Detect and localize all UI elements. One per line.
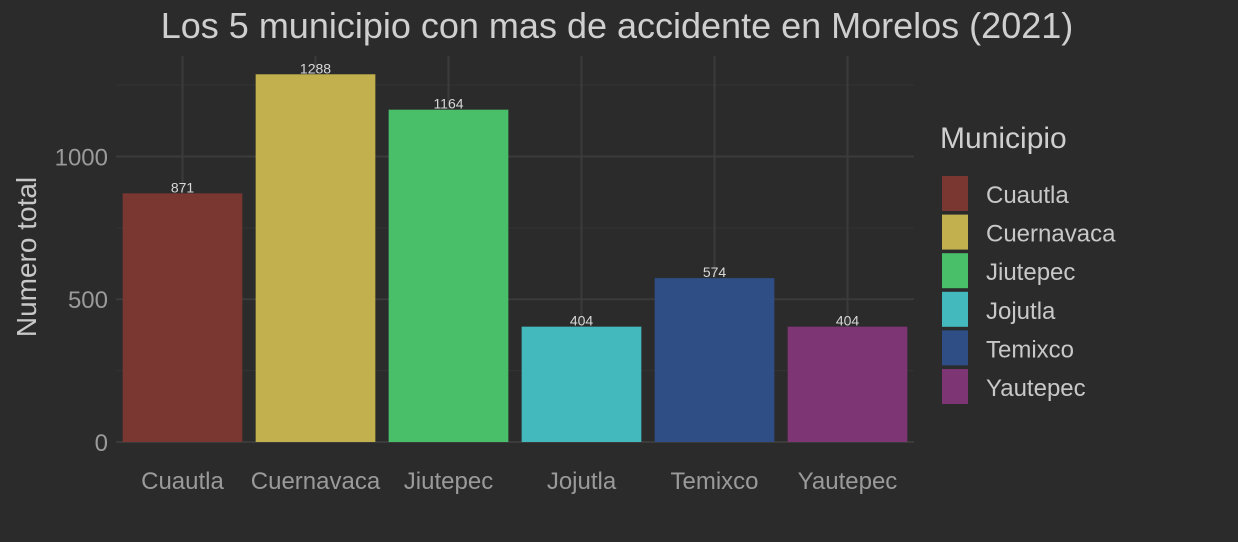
chart-title: Los 5 municipio con mas de accidente en … (161, 5, 1074, 46)
legend-swatch-yautepec (942, 369, 968, 404)
data-label-yautepec: 404 (836, 313, 860, 329)
legend-title: Municipio (940, 122, 1067, 155)
data-label-cuernavaca: 1288 (300, 60, 331, 76)
data-label-temixco: 574 (703, 264, 727, 280)
legend-swatch-jojutla (942, 291, 968, 327)
x-tick-label: Temixco (670, 468, 758, 495)
y-axis-title: Numero total (11, 177, 42, 337)
data-label-jiutepec: 1164 (433, 96, 463, 112)
x-tick-label: Jiutepec (404, 468, 493, 495)
legend-swatch-cuernavaca (942, 214, 968, 250)
y-tick-label: 500 (68, 287, 108, 314)
legend-label-temixco: Temixco (986, 336, 1074, 363)
legend-label-jojutla: Jojutla (986, 298, 1056, 325)
bar-cuautla (122, 193, 243, 442)
legend-swatch-jiutepec (942, 253, 968, 289)
data-labels-layer: 871 1288 1164 404 574 404 (171, 60, 860, 328)
y-tick-label: 1000 (55, 144, 108, 171)
y-tick-label: 0 (95, 430, 108, 457)
bar-temixco (654, 278, 775, 442)
x-tick-label: Jojutla (547, 468, 617, 495)
bar-jojutla (521, 326, 642, 442)
legend-swatch-temixco (942, 330, 968, 366)
x-tick-label: Yautepec (798, 468, 898, 495)
data-label-jojutla: 404 (570, 313, 594, 329)
bar-yautepec (787, 326, 908, 442)
data-label-cuautla: 871 (171, 179, 195, 195)
bar-jiutepec (388, 109, 509, 442)
y-tick-labels: 0 500 1000 (55, 144, 108, 457)
legend-label-jiutepec: Jiutepec (986, 259, 1075, 286)
bars-layer (122, 74, 908, 442)
legend-label-yautepec: Yautepec (986, 375, 1086, 402)
legend-label-cuautla: Cuautla (986, 182, 1069, 209)
legend: Municipio Cuautla Cuernavaca Jiutepec Jojut… (940, 122, 1116, 404)
legend-swatch-cuautla (942, 176, 968, 211)
x-tick-labels: Cuautla Cuernavaca Jiutepec Jojutla Temixco Y… (141, 468, 897, 495)
x-tick-label: Cuautla (141, 468, 224, 495)
x-tick-label: Cuernavaca (251, 468, 381, 495)
legend-label-cuernavaca: Cuernavaca (986, 221, 1116, 248)
bar-cuernavaca (255, 74, 376, 442)
